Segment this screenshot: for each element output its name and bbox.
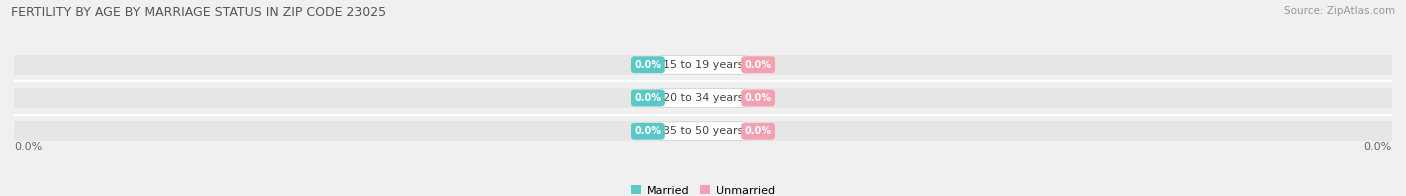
Bar <box>14 88 1392 108</box>
Text: 35 to 50 years: 35 to 50 years <box>662 126 744 136</box>
Text: Source: ZipAtlas.com: Source: ZipAtlas.com <box>1284 6 1395 16</box>
Text: 0.0%: 0.0% <box>1364 142 1392 152</box>
Legend: Married, Unmarried: Married, Unmarried <box>627 181 779 196</box>
Bar <box>14 55 1392 75</box>
Text: 0.0%: 0.0% <box>745 60 772 70</box>
Text: 0.0%: 0.0% <box>14 142 42 152</box>
Bar <box>14 121 1392 141</box>
Text: 0.0%: 0.0% <box>745 93 772 103</box>
Text: 20 to 34 years: 20 to 34 years <box>662 93 744 103</box>
Text: 0.0%: 0.0% <box>634 93 661 103</box>
Text: 0.0%: 0.0% <box>745 126 772 136</box>
Text: 0.0%: 0.0% <box>634 60 661 70</box>
Text: 15 to 19 years: 15 to 19 years <box>662 60 744 70</box>
Text: 0.0%: 0.0% <box>634 126 661 136</box>
Text: FERTILITY BY AGE BY MARRIAGE STATUS IN ZIP CODE 23025: FERTILITY BY AGE BY MARRIAGE STATUS IN Z… <box>11 6 387 19</box>
